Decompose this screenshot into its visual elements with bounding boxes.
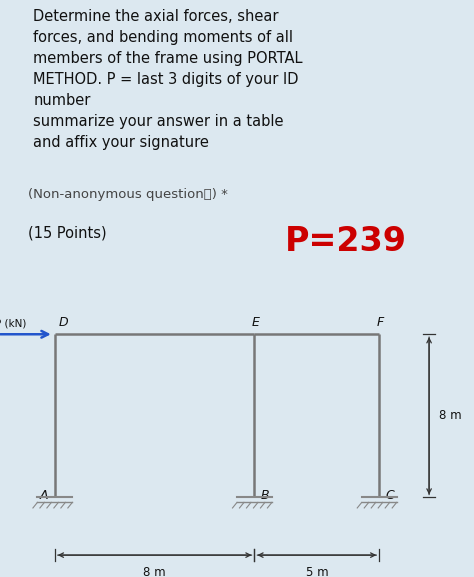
Text: P=239: P=239 — [284, 225, 406, 258]
Text: Determine the axial forces, shear
forces, and bending moments of all
members of : Determine the axial forces, shear forces… — [33, 9, 303, 149]
Text: 8 m: 8 m — [439, 409, 462, 422]
Text: D: D — [59, 316, 68, 329]
Text: F: F — [377, 316, 384, 329]
Text: 8 m: 8 m — [143, 566, 166, 577]
Text: 5 m: 5 m — [306, 566, 328, 577]
Text: (Non-anonymous questionⓘ) *: (Non-anonymous questionⓘ) * — [28, 188, 228, 201]
Text: (15 Points): (15 Points) — [28, 225, 107, 240]
Text: E: E — [252, 316, 260, 329]
Text: P (kN): P (kN) — [0, 319, 27, 328]
Text: B: B — [261, 489, 269, 502]
Text: C: C — [385, 489, 394, 502]
Text: A: A — [40, 489, 49, 502]
